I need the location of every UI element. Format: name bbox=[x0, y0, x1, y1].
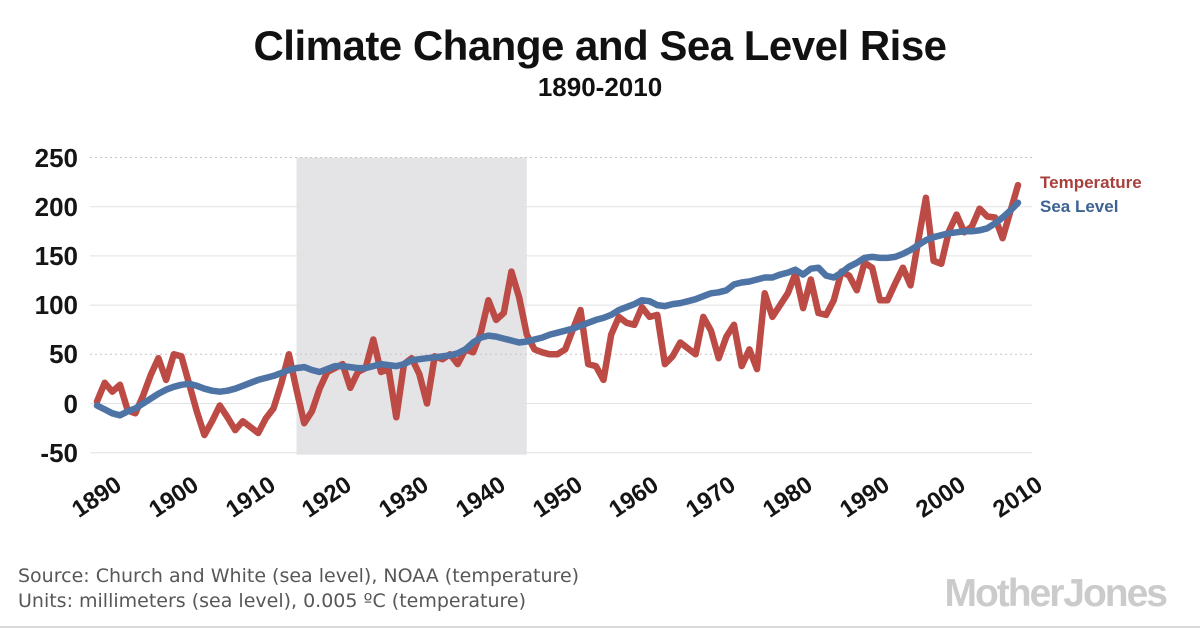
plot-area bbox=[90, 157, 1032, 455]
legend-sea-level-label: Sea Level bbox=[1040, 197, 1119, 216]
y-tick-label-250: 250 bbox=[34, 142, 78, 173]
y-tick-label-50: 50 bbox=[49, 339, 78, 370]
units-text: Units: millimeters (sea level), 0.005 ºC… bbox=[18, 590, 527, 612]
y-tick-label-200: 200 bbox=[34, 191, 78, 222]
chart-subtitle: 1890-2010 bbox=[537, 72, 663, 102]
temperature-line bbox=[93, 181, 1022, 439]
source-text: Source: Church and White (sea level), NO… bbox=[18, 565, 580, 587]
legend-temperature-label: Temperature bbox=[1040, 173, 1142, 192]
y-tick-label-0: 0 bbox=[63, 388, 78, 419]
y-tick-label-150: 150 bbox=[34, 240, 78, 271]
y-tick-label-100: 100 bbox=[34, 290, 78, 321]
sea-level-line bbox=[93, 199, 1022, 419]
bottom-divider bbox=[0, 626, 1200, 628]
chart-title: Climate Change and Sea Level Rise bbox=[253, 22, 947, 69]
motherjones-logo: Mother Jones bbox=[944, 572, 1168, 615]
y-tick-label--50: -50 bbox=[40, 437, 78, 468]
